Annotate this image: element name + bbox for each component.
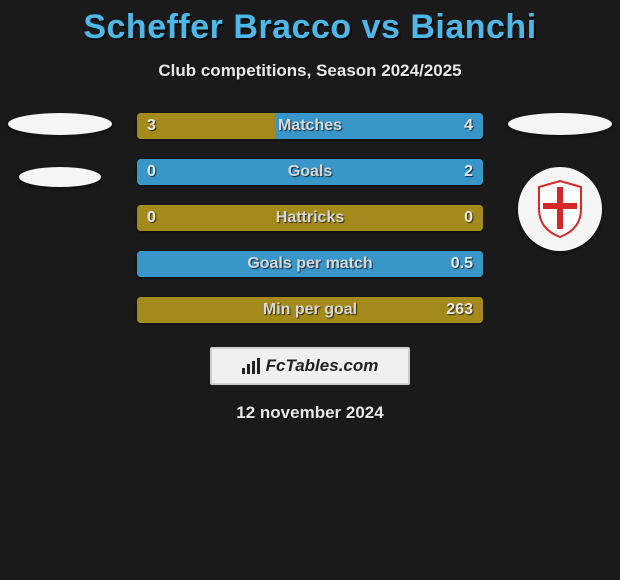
stat-row: Matches 3 4: [137, 113, 483, 139]
stat-value-left: 0: [147, 163, 156, 181]
stat-label: Hattricks: [276, 209, 344, 227]
stat-value-right: 2: [464, 163, 473, 181]
chart-icon: [242, 358, 262, 374]
branding-badge: FcTables.com: [210, 347, 410, 385]
shield-icon: [535, 179, 585, 239]
stat-value-left: 0: [147, 209, 156, 227]
stat-label: Matches: [278, 117, 342, 135]
stat-value-right: 0: [464, 209, 473, 227]
stat-label: Min per goal: [263, 301, 357, 319]
stat-label: Goals: [288, 163, 332, 181]
player-right-column: [500, 113, 620, 251]
branding-text: FcTables.com: [266, 356, 379, 376]
date-text: 12 november 2024: [0, 403, 620, 423]
player-left-club-logo: [19, 167, 101, 187]
comparison-bars: Matches 3 4 Goals 0 2 Hattricks 0 0 Goals per mat…: [137, 113, 483, 323]
page-title: Scheffer Bracco vs Bianchi: [0, 0, 620, 47]
comparison-content: Matches 3 4 Goals 0 2 Hattricks 0 0 Goals per mat…: [0, 113, 620, 323]
player-left-column: [0, 113, 120, 187]
stat-row: Min per goal 263: [137, 297, 483, 323]
player-right-club-logo: [518, 167, 602, 251]
bar-fill-left: [137, 113, 275, 139]
stat-row: Hattricks 0 0: [137, 205, 483, 231]
stat-value-right: 4: [464, 117, 473, 135]
stat-value-right: 263: [446, 301, 473, 319]
stat-label: Goals per match: [247, 255, 372, 273]
stat-row: Goals 0 2: [137, 159, 483, 185]
player-left-photo: [8, 113, 112, 135]
subtitle: Club competitions, Season 2024/2025: [0, 61, 620, 81]
stat-value-right: 0.5: [451, 255, 473, 273]
stat-row: Goals per match 0.5: [137, 251, 483, 277]
player-right-photo: [508, 113, 612, 135]
stat-value-left: 3: [147, 117, 156, 135]
